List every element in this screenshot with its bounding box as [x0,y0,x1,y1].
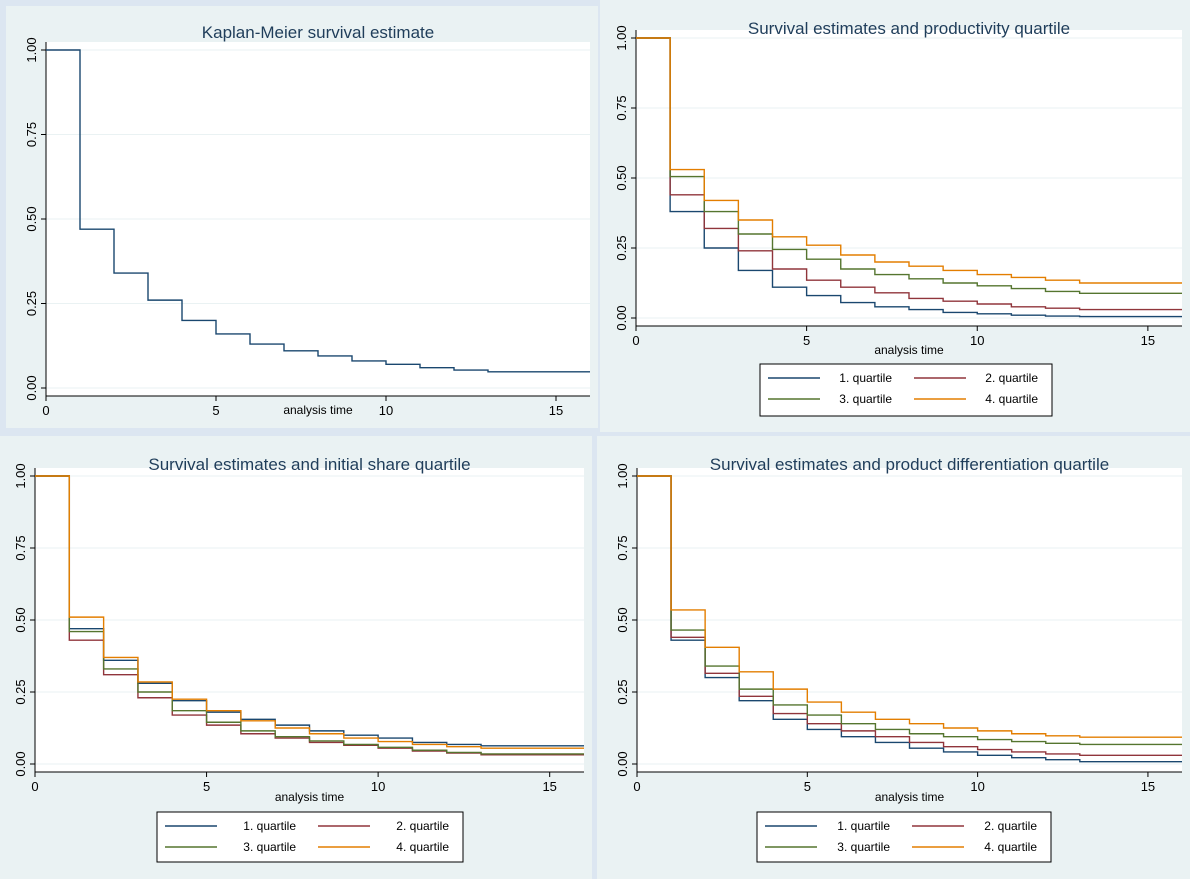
survival-curve-q4 [636,37,1182,284]
chart-title: Survival estimates and initial share qua… [148,455,470,474]
legend-label: 2. quartile [985,371,1038,385]
x-tick-label: 10 [379,403,393,418]
y-tick-label: 0.00 [13,751,28,776]
legend-label: 3. quartile [837,840,890,854]
chart-title: Survival estimates and product different… [710,455,1109,474]
x-tick-label: 15 [549,403,563,418]
survival-curve-q1 [46,49,590,373]
x-axis-label: analysis time [874,343,944,357]
survival-curve-q1 [637,475,1182,763]
legend [156,811,464,863]
legend-label: 4. quartile [396,840,449,854]
legend [756,811,1052,863]
x-tick-label: 15 [1141,779,1155,794]
y-tick-label: 1.00 [13,463,28,488]
y-tick-label: 1.00 [614,25,629,50]
x-axis-label: analysis time [875,790,945,804]
x-tick-label: 5 [212,403,219,418]
legend-label: 3. quartile [243,840,296,854]
survival-curve-q4 [637,475,1182,738]
x-tick-label: 15 [1141,333,1155,348]
x-tick-label: 0 [31,779,38,794]
survival-curve-q3 [636,37,1182,295]
y-tick-label: 0.00 [615,751,630,776]
x-tick-label: 15 [542,779,556,794]
x-tick-label: 0 [633,779,640,794]
legend-label: 4. quartile [985,392,1038,406]
survival-curve-q2 [636,37,1182,311]
y-tick-label: 0.75 [13,535,28,560]
y-tick-label: 0.50 [615,607,630,632]
km-survival-panel: Kaplan-Meier survival estimate 0.00 0.25 0.… [6,6,598,428]
y-tick-label: 0.00 [24,375,39,400]
x-tick-label: 5 [803,333,810,348]
legend-label: 3. quartile [839,392,892,406]
product-differentiation-quartile-panel: Survival estimates and product different… [597,436,1190,879]
x-axis-label: analysis time [283,403,353,417]
y-tick-label: 0.25 [13,679,28,704]
legend [759,363,1053,417]
km-survival-chart: Kaplan-Meier survival estimate 0.00 0.25 0.… [24,23,590,418]
y-tick-label: 0.75 [24,122,39,147]
survival-curve-q1 [35,475,584,747]
x-tick-label: 0 [42,403,49,418]
legend-label: 1. quartile [839,371,892,385]
x-tick-label: 10 [970,779,984,794]
x-axis-label: analysis time [275,790,345,804]
y-tick-label: 0.75 [614,95,629,120]
legend-label: 1. quartile [837,819,890,833]
y-tick-label: 1.00 [615,463,630,488]
survival-curve-q4 [35,475,584,749]
chart-title: Survival estimates and productivity quar… [748,19,1070,38]
x-tick-label: 10 [970,333,984,348]
y-tick-label: 0.25 [614,235,629,260]
x-tick-label: 5 [203,779,210,794]
productivity-quartile-panel: Survival estimates and productivity quar… [600,0,1190,432]
y-tick-label: 0.25 [615,679,630,704]
legend-label: 2. quartile [984,819,1037,833]
chart-title: Kaplan-Meier survival estimate [202,23,434,42]
x-tick-label: 10 [371,779,385,794]
initial-share-quartile-panel: Survival estimates and initial share qua… [0,436,592,879]
productivity-quartile-chart: Survival estimates and productivity quar… [614,19,1182,417]
survival-curve-q1 [636,37,1182,318]
y-tick-label: 0.75 [615,535,630,560]
x-tick-label: 5 [804,779,811,794]
survival-curve-q3 [35,475,584,755]
y-tick-label: 0.25 [24,291,39,316]
survival-curve-q2 [637,475,1182,757]
x-tick-label: 0 [632,333,639,348]
legend-label: 4. quartile [984,840,1037,854]
legend-label: 2. quartile [396,819,449,833]
survival-curve-q3 [637,475,1182,746]
y-tick-label: 0.50 [24,206,39,231]
y-tick-label: 1.00 [24,37,39,62]
legend-label: 1. quartile [243,819,296,833]
y-tick-label: 0.00 [614,305,629,330]
y-tick-label: 0.50 [13,607,28,632]
initial-share-quartile-chart: Survival estimates and initial share qua… [13,455,584,863]
product-differentiation-quartile-chart: Survival estimates and product different… [615,455,1182,863]
y-tick-label: 0.50 [614,165,629,190]
